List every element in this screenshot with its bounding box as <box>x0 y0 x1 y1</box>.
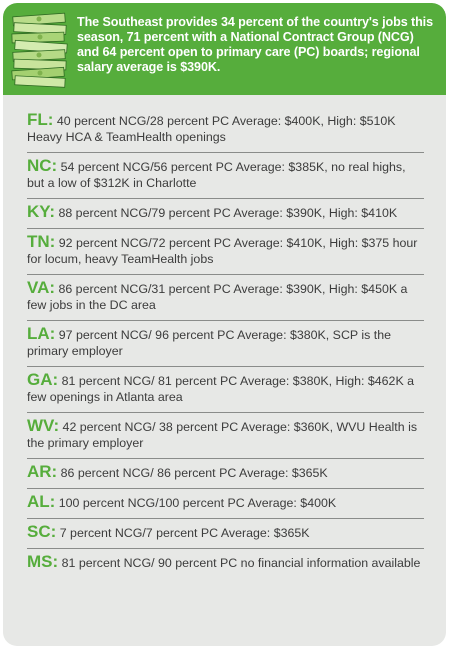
state-item: VA: 86 percent NCG/31 percent PC Average… <box>27 275 424 321</box>
state-item: SC: 7 percent NCG/7 percent PC Average: … <box>27 519 424 549</box>
state-details: 92 percent NCG/72 percent PC Average: $4… <box>27 236 418 266</box>
state-details: 88 percent NCG/79 percent PC Average: $3… <box>55 206 398 220</box>
state-item: AR: 86 percent NCG/ 86 percent PC Averag… <box>27 459 424 489</box>
state-abbreviation: WV: <box>27 416 60 435</box>
state-abbreviation: GA: <box>27 370 59 389</box>
header-banner: The Southeast provides 34 percent of the… <box>3 3 446 95</box>
state-details: 7 percent NCG/7 percent PC Average: $365… <box>56 526 310 540</box>
state-item: TN: 92 percent NCG/72 percent PC Average… <box>27 229 424 275</box>
state-item: AL: 100 percent NCG/100 percent PC Avera… <box>27 489 424 519</box>
state-item: LA: 97 percent NCG/ 96 percent PC Averag… <box>27 321 424 367</box>
state-details: 100 percent NCG/100 percent PC Average: … <box>55 496 337 510</box>
state-abbreviation: AL: <box>27 492 56 511</box>
state-details: 54 percent NCG/56 percent PC Average: $3… <box>27 160 406 190</box>
state-details: 97 percent NCG/ 96 percent PC Average: $… <box>27 328 391 358</box>
state-item: NC: 54 percent NCG/56 percent PC Average… <box>27 153 424 199</box>
state-abbreviation: NC: <box>27 156 58 175</box>
state-details: 40 percent NCG/28 percent PC Average: $4… <box>27 114 396 144</box>
state-details: 86 percent NCG/31 percent PC Average: $3… <box>27 282 408 312</box>
state-details: 81 percent NCG/ 90 percent PC no financi… <box>58 556 421 570</box>
state-item: WV: 42 percent NCG/ 38 percent PC Averag… <box>27 413 424 459</box>
state-details: 42 percent NCG/ 38 percent PC Average: $… <box>27 420 418 450</box>
state-abbreviation: SC: <box>27 522 57 541</box>
state-item: MS: 81 percent NCG/ 90 percent PC no fin… <box>27 549 424 578</box>
state-abbreviation: KY: <box>27 202 56 221</box>
state-abbreviation: LA: <box>27 324 56 343</box>
state-details: 81 percent NCG/ 81 percent PC Average: $… <box>27 374 415 404</box>
state-abbreviation: TN: <box>27 232 56 251</box>
state-details: 86 percent NCG/ 86 percent PC Average: $… <box>57 466 328 480</box>
state-abbreviation: MS: <box>27 552 59 571</box>
state-abbreviation: VA: <box>27 278 56 297</box>
state-item: KY: 88 percent NCG/79 percent PC Average… <box>27 199 424 229</box>
state-item: FL: 40 percent NCG/28 percent PC Average… <box>27 107 424 153</box>
money-stack-icon <box>11 12 68 88</box>
header-summary-text: The Southeast provides 34 percent of the… <box>77 15 433 74</box>
state-item: GA: 81 percent NCG/ 81 percent PC Averag… <box>27 367 424 413</box>
infographic-card: The Southeast provides 34 percent of the… <box>3 3 446 646</box>
state-list: FL: 40 percent NCG/28 percent PC Average… <box>27 107 424 578</box>
state-abbreviation: FL: <box>27 110 54 129</box>
state-abbreviation: AR: <box>27 462 58 481</box>
